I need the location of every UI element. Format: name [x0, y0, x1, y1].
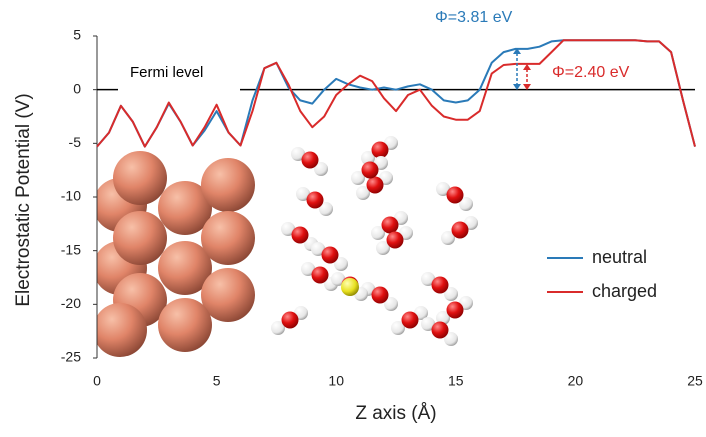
oxygen-atom	[447, 302, 464, 319]
copper-atom	[113, 151, 167, 205]
oxygen-atom	[447, 187, 464, 204]
y-tick-label: -20	[61, 295, 81, 311]
oxygen-atom	[432, 322, 449, 339]
y-axis-title: Electrostatic Potential (V)	[13, 93, 34, 306]
oxygen-atom	[372, 287, 389, 304]
x-tick-label: 10	[328, 373, 344, 389]
annotation: Fermi level	[130, 64, 203, 81]
y-tick-label: -15	[61, 241, 81, 257]
oxygen-atom	[372, 142, 389, 159]
legend-label: charged	[592, 281, 657, 301]
oxygen-atom	[362, 162, 379, 179]
y-tick-label: 5	[73, 27, 81, 43]
oxygen-atom	[307, 192, 324, 209]
oxygen-atom	[432, 277, 449, 294]
annotation: Φ=3.81 eV	[435, 9, 513, 26]
oxygen-atom	[387, 232, 404, 249]
data-line	[97, 40, 695, 146]
oxygen-atom	[292, 227, 309, 244]
x-tick-label: 15	[448, 373, 464, 389]
data-line	[97, 40, 695, 146]
copper-atom	[113, 211, 167, 265]
y-tick-label: -5	[69, 134, 82, 150]
sodium-atom	[341, 278, 359, 296]
oxygen-atom	[367, 177, 384, 194]
copper-atom	[158, 298, 212, 352]
oxygen-atom	[382, 217, 399, 234]
oxygen-atom	[402, 312, 419, 329]
x-axis-title: Z axis (Å)	[355, 403, 436, 424]
annotation: Φ=2.40 eV	[552, 64, 630, 81]
copper-atom	[201, 158, 255, 212]
x-tick-label: 25	[687, 373, 703, 389]
chart: Electrostatic Potential (V) Z axis (Å) -…	[0, 0, 706, 432]
oxygen-atom	[282, 312, 299, 329]
legend-label: neutral	[592, 247, 647, 267]
y-tick-label: 0	[73, 80, 81, 96]
oxygen-atom	[322, 247, 339, 264]
oxygen-atom	[312, 267, 329, 284]
copper-atom	[93, 303, 147, 357]
y-tick-label: -10	[61, 188, 81, 204]
oxygen-atom	[452, 222, 469, 239]
oxygen-atom	[302, 152, 319, 169]
y-tick-label: -25	[61, 349, 81, 365]
x-tick-label: 0	[93, 373, 101, 389]
x-tick-label: 20	[568, 373, 584, 389]
copper-atom	[201, 211, 255, 265]
molecular-structure	[93, 136, 478, 357]
x-tick-label: 5	[213, 373, 221, 389]
